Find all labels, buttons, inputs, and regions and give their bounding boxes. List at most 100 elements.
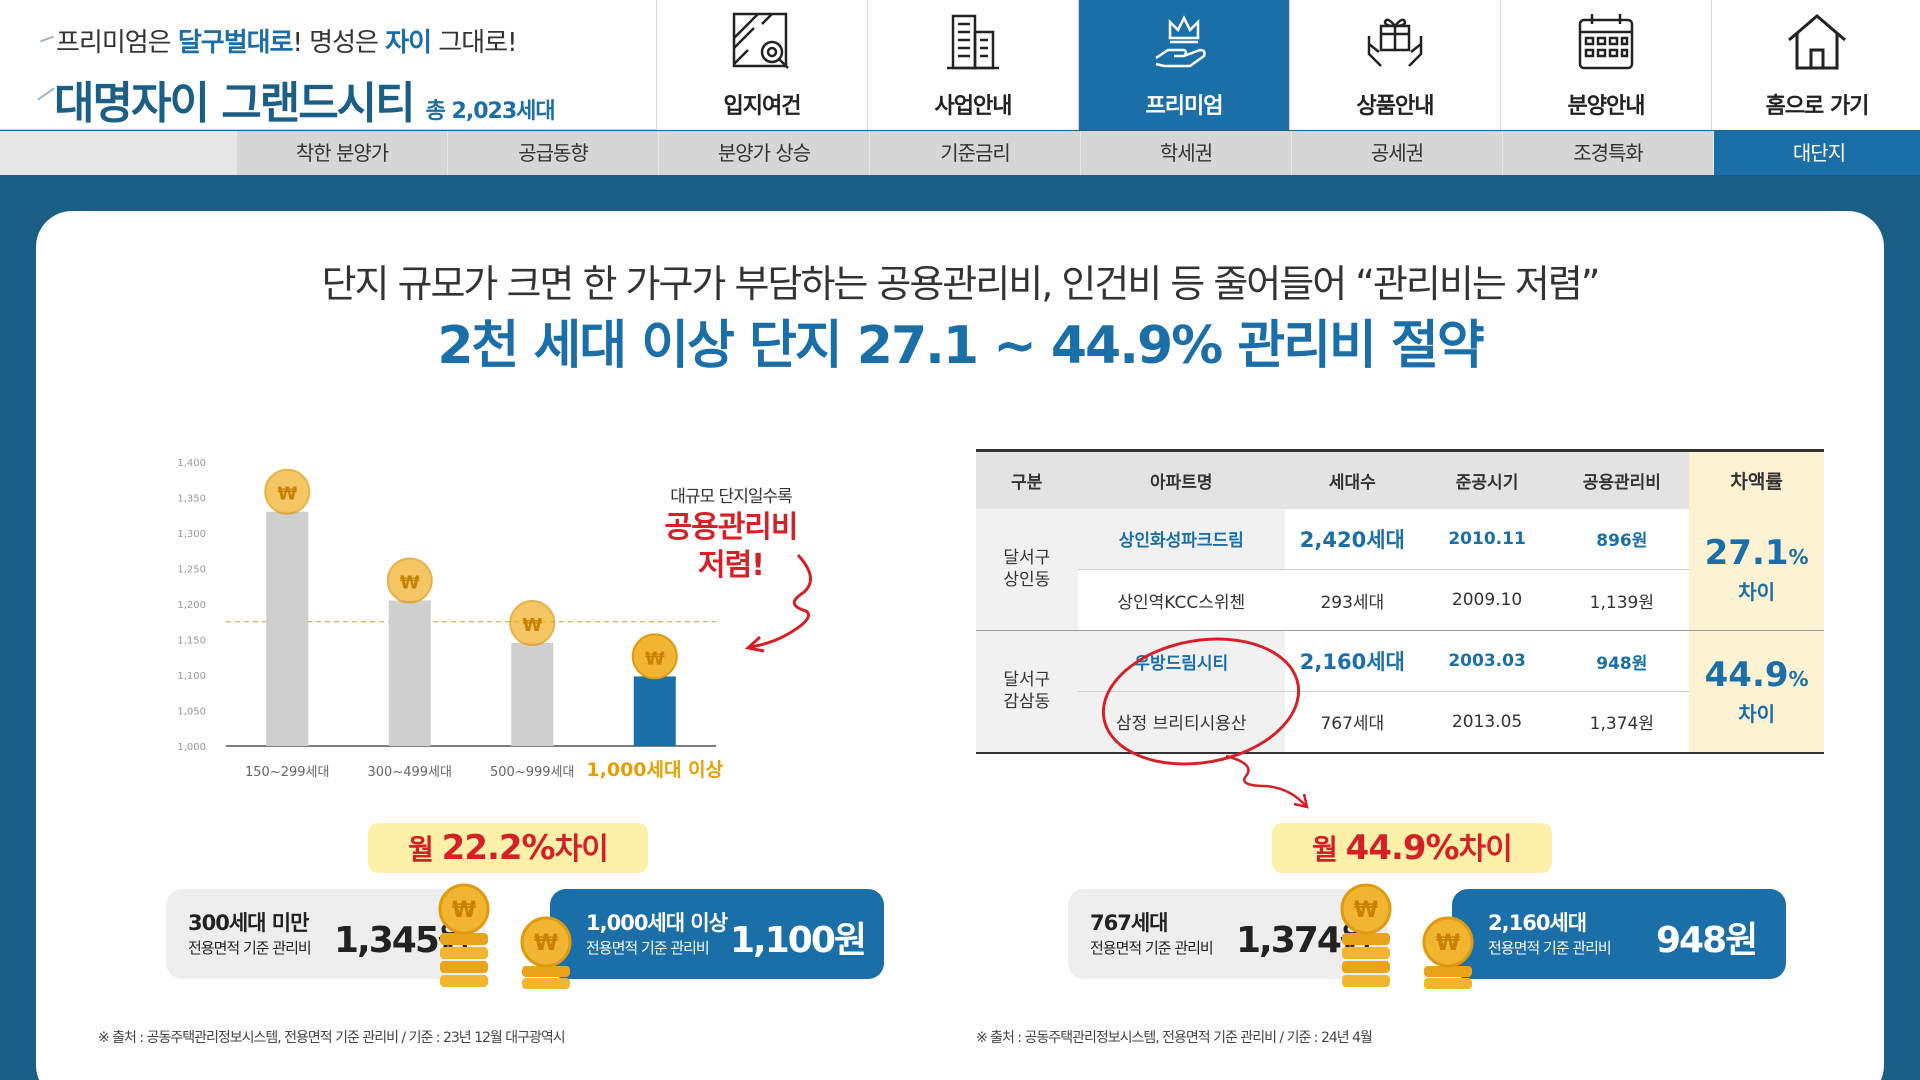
sub-nav: 착한 분양가 공급동향 분양가 상승 기준금리 학세권 공세권 조경특화 대단지 xyxy=(0,131,1920,175)
gray-title: 767세대 xyxy=(1090,911,1168,935)
svg-text:₩: ₩ xyxy=(534,931,558,956)
tagline-highlight-2: 자이 xyxy=(385,28,432,58)
gray-title: 300세대 미만 xyxy=(188,911,309,935)
subnav-price-rise[interactable]: 분양가 상승 xyxy=(658,131,869,175)
coin-icon xyxy=(631,633,678,680)
col-header: 구분 xyxy=(976,450,1078,509)
calendar-icon xyxy=(1578,14,1634,70)
diff-rate-cell: 27.1% 차이 xyxy=(1689,508,1824,631)
blue-amount: 1,100원 xyxy=(730,920,867,961)
col-header: 공용관리비 xyxy=(1554,450,1690,509)
gift-hands-icon xyxy=(1367,18,1423,67)
tagline: 프리미엄은 달구벌대로! 명성은 자이 그대로! xyxy=(40,22,555,59)
chart-bar xyxy=(388,600,431,746)
apt-built: 2009.10 xyxy=(1419,569,1555,631)
tagline-text-post: 그대로! xyxy=(431,28,517,58)
diff-rate-cell: 44.9% 차이 xyxy=(1689,630,1824,753)
gray-sub: 전용면적 기준 관리비 xyxy=(1090,939,1214,957)
x-category-label: 1,000세대 이상 xyxy=(586,759,723,781)
annotation-line-2: 공용관리비 xyxy=(664,510,799,545)
subnav-large-complex[interactable]: 대단지 xyxy=(1713,131,1920,175)
y-tick-label: 1,350 xyxy=(177,494,206,505)
nav-label: 상품안내 xyxy=(1356,94,1435,119)
fee-bar-chart: 1,400 1,350 1,300 1,250 1,200 1,150 1,100 1,050… xyxy=(177,458,723,781)
annotation-line-3: 저렴! xyxy=(698,548,765,583)
subnav-school[interactable]: 학세권 xyxy=(1080,131,1291,175)
blue-title: 1,000세대 이상 xyxy=(586,911,728,935)
comparison-table: 구분 아파트명 세대수 준공시기 공용관리비 차액률 달서구 상인동 상인화성파크… xyxy=(976,449,1824,754)
tagline-text: 프리미엄은 xyxy=(56,28,178,58)
y-tick-label: 1,050 xyxy=(177,707,206,718)
main-nav: 입지여건 사업안내 프리미엄 상품안내 xyxy=(656,0,1920,130)
svg-text:₩: ₩ xyxy=(452,898,476,923)
apt-name: 상인화성파크드림 xyxy=(1077,508,1285,570)
subnav-supply-trend[interactable]: 공급동향 xyxy=(447,131,658,175)
chart-bar xyxy=(511,643,554,746)
region-cell: 달서구 감삼동 xyxy=(976,630,1078,753)
brand-block[interactable]: 프리미엄은 달구벌대로! 명성은 자이 그대로! 대명자이 그랜드시티 총 2,… xyxy=(37,22,556,131)
crown-hand-icon xyxy=(1155,15,1206,68)
coin-stack-icon: ₩ xyxy=(438,883,490,987)
col-header: 차액률 xyxy=(1689,450,1824,509)
subnav-park[interactable]: 공세권 xyxy=(1291,131,1502,175)
won-symbol: ₩ xyxy=(400,572,420,593)
apt-units: 767세대 xyxy=(1320,714,1385,735)
y-tick-label: 1,300 xyxy=(177,529,206,540)
headline-sub: 단지 규모가 크면 한 가구가 부담하는 공용관리비, 인건비 등 줄어들어 “… xyxy=(321,262,1601,306)
nav-home[interactable]: 홈으로 가기 xyxy=(1711,0,1920,130)
coin-stack-icon: ₩ xyxy=(1340,883,1392,987)
apt-units: 293세대 xyxy=(1284,569,1420,631)
apt-built: 2010.11 xyxy=(1419,508,1555,570)
nav-business[interactable]: 사업안내 xyxy=(867,0,1078,130)
apt-name: 우방드림시티 xyxy=(1077,630,1285,692)
tagline-text-mid: ! 명성은 xyxy=(292,28,386,58)
won-symbol: ₩ xyxy=(522,615,542,636)
x-category-label: 150~299세대 xyxy=(245,765,329,780)
nav-label: 입지여건 xyxy=(723,94,802,119)
nav-product[interactable]: 상품안내 xyxy=(1289,0,1500,130)
region-cell: 달서구 상인동 xyxy=(976,508,1078,631)
subnav-landscape[interactable]: 조경특화 xyxy=(1502,131,1713,175)
annotation-line-1: 대규모 단지일수록 xyxy=(670,487,793,507)
nav-location[interactable]: 입지여건 xyxy=(656,0,867,130)
right-blue-box: 2,160세대 전용면적 기준 관리비 948원 xyxy=(1452,889,1786,979)
coin-icon xyxy=(386,557,433,604)
subnav-base-rate[interactable]: 기준금리 xyxy=(869,131,1080,175)
y-tick-label: 1,400 xyxy=(177,458,206,469)
apt-fee: 896원 xyxy=(1554,508,1690,570)
chart-annotation: 대규모 단지일수록 공용관리비 저렴! xyxy=(656,482,806,583)
apt-built: 2013.05 xyxy=(1451,711,1523,732)
blue-sub: 전용면적 기준 관리비 xyxy=(1488,939,1612,957)
apt-fee: 1,374원 xyxy=(1589,714,1654,735)
nav-sale-info[interactable]: 분양안내 xyxy=(1500,0,1711,130)
coin-icon xyxy=(509,600,556,647)
apt-name: 상인역KCC스위첸 xyxy=(1077,569,1285,631)
content-card: 단지 규모가 크면 한 가구가 부담하는 공용관리비, 인건비 등 줄어들어 “… xyxy=(36,211,1884,1080)
site-header: 프리미엄은 달구벌대로! 명성은 자이 그대로! 대명자이 그랜드시티 총 2,… xyxy=(0,0,1920,130)
right-source-note: ※ 출처 : 공동주택관리정보시스템, 전용면적 기준 관리비 / 기준 : 2… xyxy=(976,1030,1373,1046)
y-tick-label: 1,000 xyxy=(177,742,206,753)
apt-units: 2,160세대 xyxy=(1284,630,1420,692)
nav-premium[interactable]: 프리미엄 xyxy=(1078,0,1289,130)
left-source-note: ※ 출처 : 공동주택관리정보시스템, 전용면적 기준 관리비 / 기준 : 2… xyxy=(98,1030,566,1046)
y-tick-label: 1,100 xyxy=(177,671,206,682)
apt-units: 2,420세대 xyxy=(1284,508,1420,570)
nav-label: 사업안내 xyxy=(934,94,1013,119)
won-symbol: ₩ xyxy=(277,484,297,505)
table-row: 달서구 감삼동 우방드림시티 2,160세대 2003.03 948원 44.9%… xyxy=(976,630,1824,753)
apt-fee: 948원 xyxy=(1554,630,1690,692)
nav-label: 홈으로 가기 xyxy=(1765,94,1870,119)
home-icon xyxy=(1788,14,1846,70)
col-header: 아파트명 xyxy=(1077,450,1285,509)
nav-label: 프리미엄 xyxy=(1145,94,1224,119)
blue-title: 2,160세대 xyxy=(1488,911,1587,935)
col-header: 준공시기 xyxy=(1419,450,1555,509)
x-category-label: 300~499세대 xyxy=(368,765,452,780)
annotation-arrow xyxy=(744,553,812,653)
subnav-fair-price[interactable]: 착한 분양가 xyxy=(236,131,447,175)
chart-bar xyxy=(633,676,676,746)
left-blue-box: 1,000세대 이상 전용면적 기준 관리비 1,100원 xyxy=(550,889,884,979)
table-arrow xyxy=(1225,754,1309,809)
svg-text:₩: ₩ xyxy=(1354,898,1378,923)
blue-sub: 전용면적 기준 관리비 xyxy=(586,939,710,957)
